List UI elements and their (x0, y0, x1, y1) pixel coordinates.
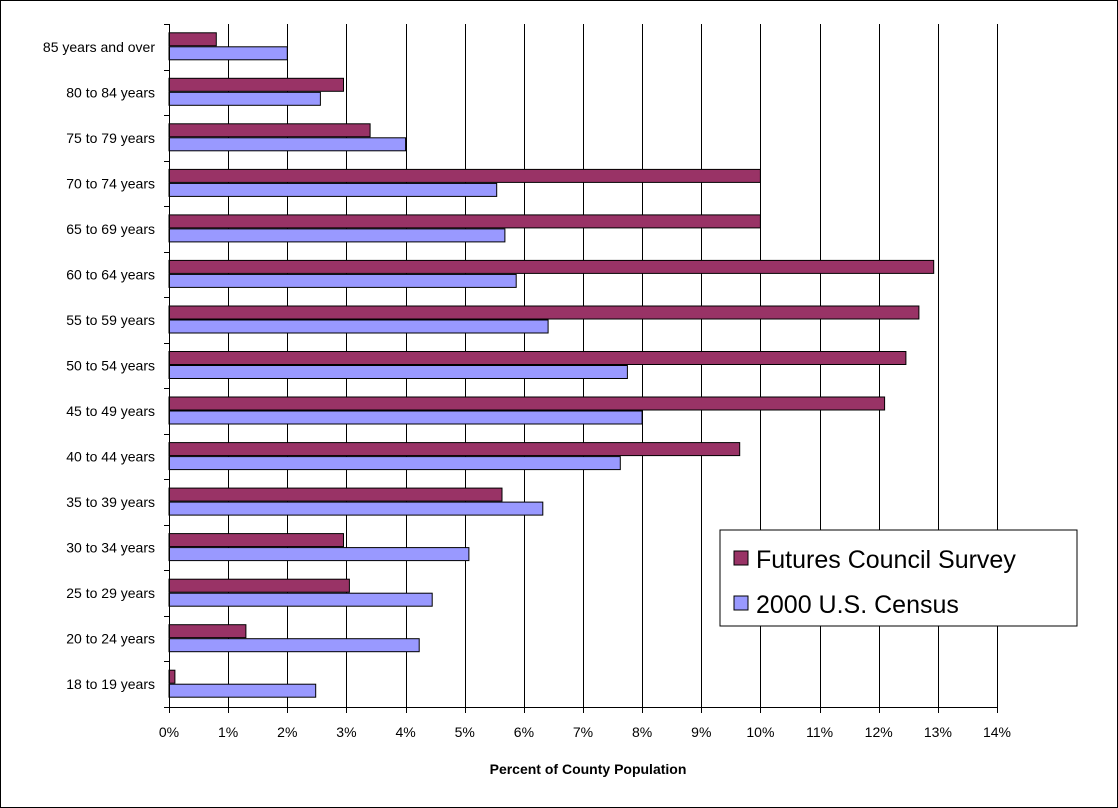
bar-futures-council-survey-70-to-74-years (168, 168, 761, 183)
category-label-18-to-19-years: 18 to 19 years (66, 676, 155, 692)
legend-swatch-futures-council-survey (733, 550, 749, 566)
category-label-60-to-64-years: 60 to 64 years (66, 266, 155, 282)
bar-2000-u-s-census-45-to-49-years (168, 410, 643, 425)
bar-2000-u-s-census-75-to-79-years (168, 137, 407, 152)
bar-futures-council-survey-65-to-69-years (168, 214, 761, 229)
bar-2000-u-s-census-60-to-64-years (168, 273, 517, 288)
x-tick-label-10: 10% (746, 724, 774, 740)
bar-2000-u-s-census-20-to-24-years (168, 638, 420, 653)
category-label-45-to-49-years: 45 to 49 years (66, 403, 155, 419)
legend-box (719, 529, 1078, 627)
category-label-75-to-79-years: 75 to 79 years (66, 130, 155, 146)
bar-futures-council-survey-85-years-and-over (168, 32, 217, 47)
category-label-65-to-69-years: 65 to 69 years (66, 221, 155, 237)
bar-2000-u-s-census-50-to-54-years (168, 365, 628, 379)
category-label-20-to-24-years: 20 to 24 years (66, 631, 155, 647)
bar-2000-u-s-census-80-to-84-years (168, 91, 321, 106)
x-tick-label-2: 2% (277, 724, 297, 740)
x-tick-label-11: 11% (806, 724, 833, 740)
bar-futures-council-survey-75-to-79-years (168, 123, 371, 138)
x-axis-title: Percent of County Population (490, 761, 687, 777)
bar-futures-council-survey-80-to-84-years (168, 77, 344, 92)
legend-swatch-2000-us-census (733, 595, 749, 611)
bar-futures-council-survey-60-to-64-years (168, 259, 935, 274)
x-tick-label-1: 1% (218, 724, 238, 740)
category-label-80-to-84-years: 80 to 84 years (66, 84, 155, 100)
bar-futures-council-survey-25-to-29-years (168, 578, 350, 593)
x-tick-label-9: 9% (691, 724, 711, 740)
bar-2000-u-s-census-85-years-and-over (168, 46, 288, 61)
category-label-30-to-34-years: 30 to 34 years (66, 540, 155, 556)
bar-futures-council-survey-50-to-54-years (168, 351, 907, 365)
x-tick-label-12: 12% (865, 724, 893, 740)
bar-2000-u-s-census-18-to-19-years (168, 683, 317, 698)
tick-labels: 0% 1% 2% 3% 4% 5% 6% 7% 8% 9% 10% 11% 12% 13% 14% (159, 724, 1011, 740)
bar-2000-u-s-census-40-to-44-years (168, 456, 621, 471)
bar-2000-u-s-census-55-to-59-years (168, 319, 549, 334)
x-tick-label-13: 13% (924, 724, 952, 740)
legend-label-futures-council-survey: Futures Council Survey (756, 546, 1016, 574)
axes (164, 24, 998, 713)
x-tick-label-3: 3% (336, 724, 356, 740)
bars (168, 32, 935, 698)
x-tick-label-0: 0% (159, 724, 179, 740)
category-label-40-to-44-years: 40 to 44 years (66, 449, 155, 465)
bar-2000-u-s-census-65-to-69-years (168, 228, 506, 243)
category-label-35-to-39-years: 35 to 39 years (66, 494, 155, 510)
bar-futures-council-survey-40-to-44-years (168, 442, 741, 457)
bar-futures-council-survey-55-to-59-years (168, 305, 920, 320)
category-label-85-years-and-over: 85 years and over (43, 39, 155, 55)
category-label-25-to-29-years: 25 to 29 years (66, 585, 155, 601)
bar-futures-council-survey-30-to-34-years (168, 533, 344, 548)
bar-2000-u-s-census-25-to-29-years (168, 592, 433, 607)
bar-2000-u-s-census-30-to-34-years (168, 547, 470, 562)
category-label-50-to-54-years: 50 to 54 years (66, 358, 155, 374)
category-labels: 85 years and over 80 to 84 years 75 to 79 … (43, 39, 155, 692)
x-tick-label-8: 8% (632, 724, 652, 740)
x-tick-label-7: 7% (573, 724, 593, 740)
bar-futures-council-survey-35-to-39-years (168, 487, 503, 502)
bar-futures-council-survey-20-to-24-years (168, 624, 247, 639)
legend: Futures Council Survey 2000 U.S. Census (719, 529, 1078, 627)
bar-futures-council-survey-45-to-49-years (168, 396, 886, 411)
category-label-55-to-59-years: 55 to 59 years (66, 312, 155, 328)
x-tick-label-6: 6% (514, 724, 534, 740)
x-tick-label-4: 4% (395, 724, 415, 740)
x-tick-label-5: 5% (455, 724, 475, 740)
bar-2000-u-s-census-70-to-74-years (168, 182, 498, 197)
bar-2000-u-s-census-35-to-39-years (168, 501, 544, 516)
legend-label-2000-us-census: 2000 U.S. Census (756, 591, 959, 619)
category-label-70-to-74-years: 70 to 74 years (66, 175, 155, 191)
x-tick-label-14: 14% (983, 724, 1011, 740)
